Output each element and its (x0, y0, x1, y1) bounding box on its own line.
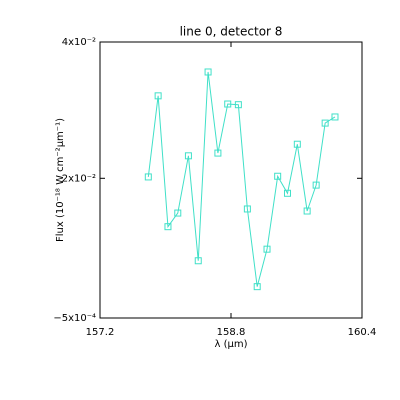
x-tick-label: 160.4 (348, 327, 377, 338)
data-point (224, 100, 232, 108)
data-point (184, 152, 192, 160)
y-tick-label: −5x10⁻⁴ (53, 313, 96, 324)
data-point (204, 68, 212, 76)
data-point (174, 209, 182, 217)
data-line (147, 71, 336, 287)
data-point (253, 283, 261, 291)
data-point (194, 257, 202, 265)
y-tick-label: 2x10⁻² (62, 173, 96, 184)
x-axis-label: λ (μm) (214, 339, 247, 350)
x-tick-label: 158.8 (217, 327, 246, 338)
data-point (293, 140, 301, 148)
x-tick-label: 157.2 (86, 327, 115, 338)
chart-title: line 0, detector 8 (180, 25, 283, 39)
y-axis-label: Flux (10⁻¹⁸ W cm⁻²μm⁻¹) (55, 118, 66, 242)
data-point (214, 149, 222, 157)
data-point (283, 189, 291, 197)
data-point (154, 92, 162, 100)
data-point (312, 181, 320, 189)
data-point (144, 173, 152, 181)
data-point (321, 119, 329, 127)
y-tick-label: 4x10⁻² (62, 37, 96, 48)
data-point (243, 205, 251, 213)
data-point (303, 207, 311, 215)
data-point (234, 101, 242, 109)
data-point (274, 172, 282, 180)
data-point (263, 245, 271, 253)
data-point (164, 223, 172, 231)
data-point (331, 113, 339, 121)
